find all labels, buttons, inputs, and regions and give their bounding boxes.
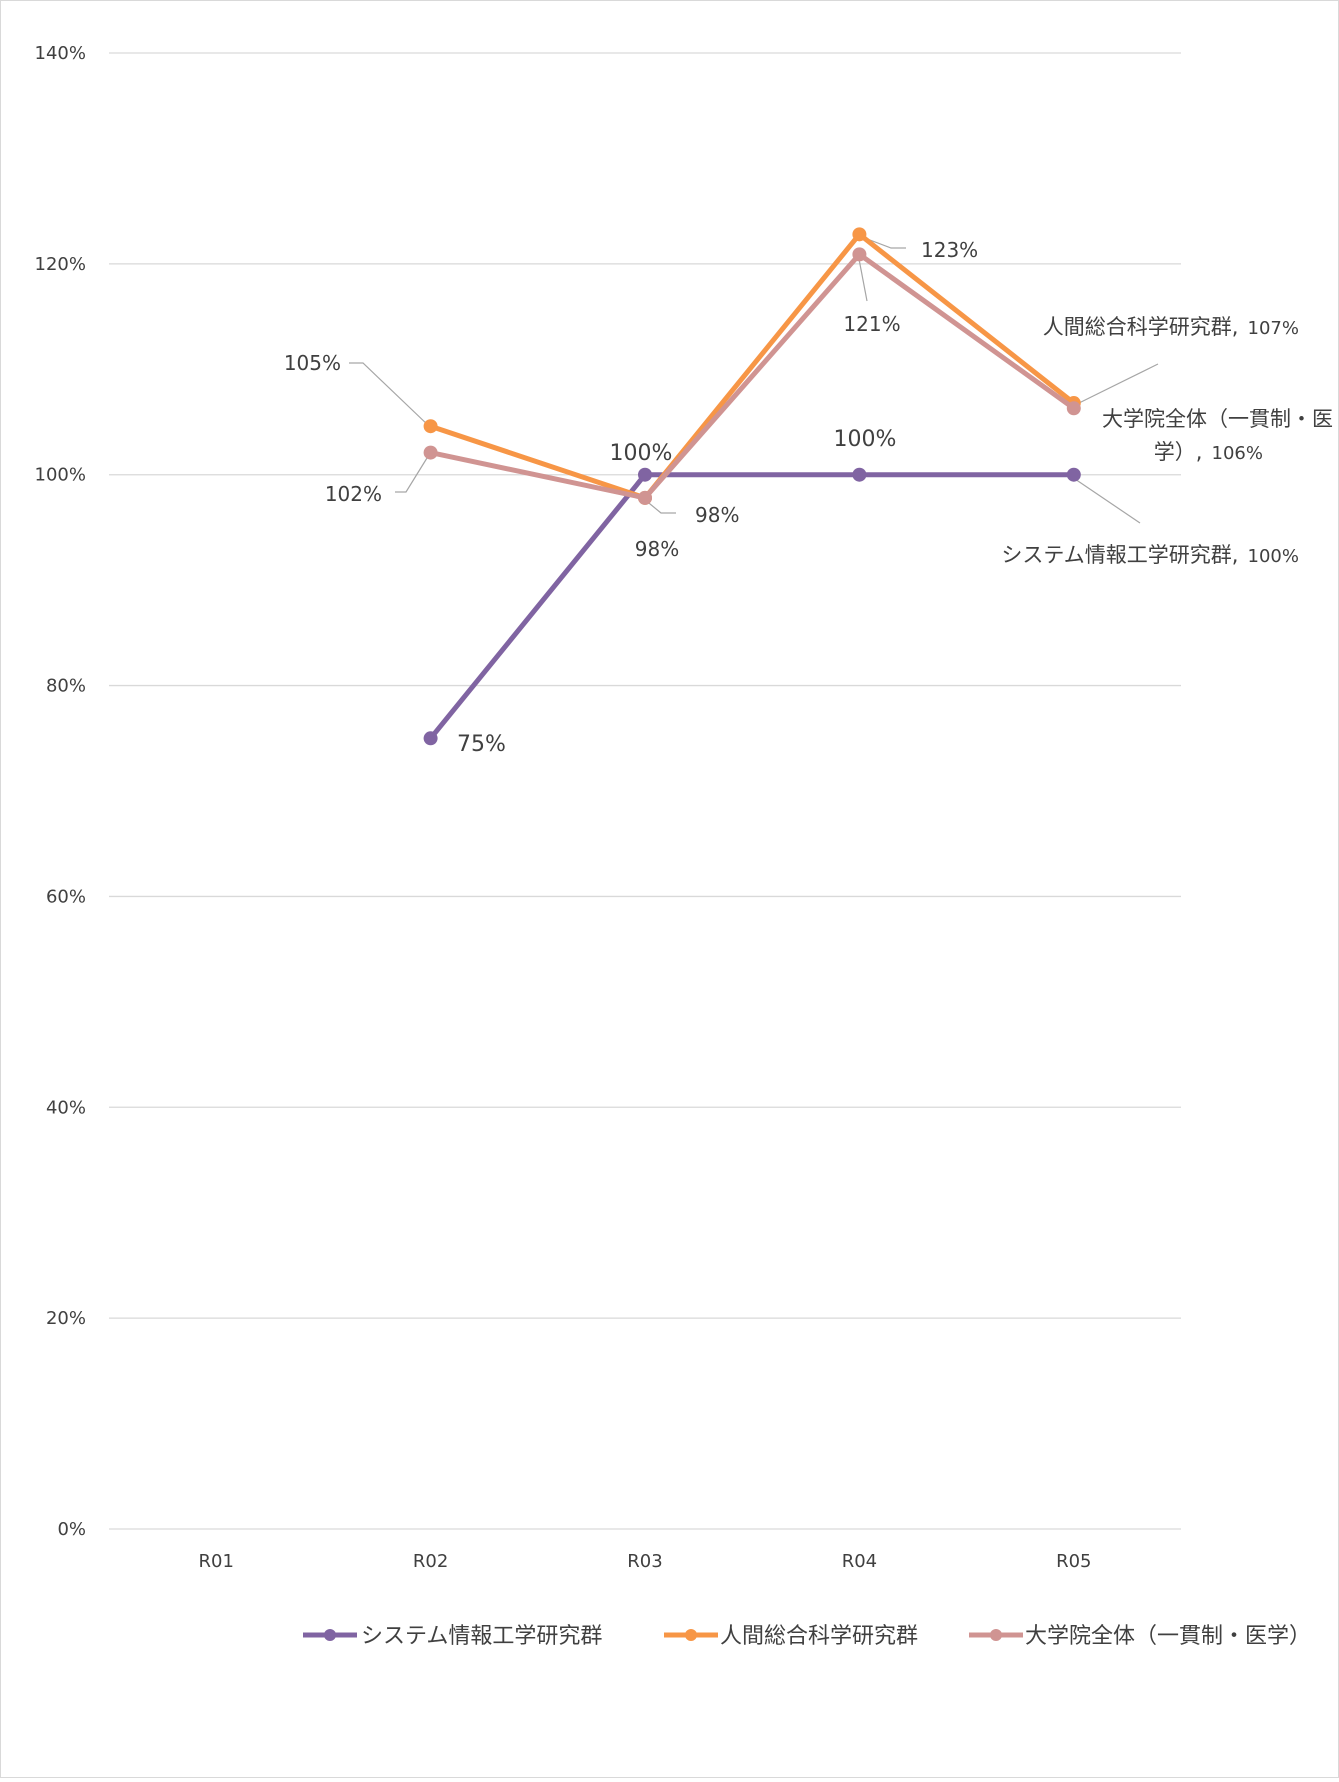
legend-label: システム情報工学研究群 [361, 1624, 602, 1649]
series-line [428, 231, 1077, 501]
legend-swatch-marker [324, 1629, 336, 1641]
x-tick-label: R01 [198, 1551, 233, 1572]
data-label: 75% [457, 732, 506, 757]
leader-line [858, 258, 868, 302]
data-label: 123% [921, 238, 978, 262]
data-point [638, 467, 652, 482]
x-tick-label: R05 [1056, 1551, 1091, 1572]
data-label: 人間総合科学研究群, 107% [1043, 315, 1299, 339]
data-point [852, 247, 867, 262]
y-axis-ticks: 0% 20% 40% 60% 80% 100% 120% 140% [35, 43, 86, 1540]
data-point [423, 419, 438, 434]
y-tick-label: 20% [46, 1308, 86, 1329]
y-tick-label: 140% [35, 43, 86, 64]
gridlines [109, 52, 1181, 1530]
series [423, 227, 1081, 505]
data-label: 100% [834, 427, 897, 452]
data-labels: 105% 102% 75% 100% 98% 98% 100% 123% 121… [284, 238, 1333, 757]
legend: システム情報工学研究群 人間総合科学研究群 大学院全体（一貫制・医学） [303, 1624, 1311, 1649]
legend-swatch-marker [990, 1629, 1002, 1641]
series [423, 247, 1081, 505]
data-point [423, 731, 438, 746]
data-point [1066, 401, 1081, 416]
legend-label: 大学院全体（一貫制・医学） [1025, 1624, 1311, 1649]
data-label: 大学院全体（一貫制・医 [1102, 407, 1333, 431]
series-line [428, 472, 1077, 741]
data-label: 98% [695, 503, 739, 527]
y-tick-label: 80% [46, 676, 86, 697]
leader-line [395, 457, 428, 493]
data-point [423, 445, 438, 460]
data-label: 102% [325, 482, 382, 506]
leader-line [861, 236, 906, 249]
x-tick-label: R04 [842, 1551, 877, 1572]
y-tick-label: 60% [46, 886, 86, 907]
data-label: 105% [284, 351, 341, 375]
x-axis-ticks: R01 R02 R03 R04 R05 [198, 1551, 1091, 1572]
data-point [852, 467, 867, 482]
y-tick-label: 120% [35, 254, 86, 275]
leader-line [1074, 363, 1159, 406]
leader-line [1074, 478, 1141, 524]
data-label: 100% [610, 441, 673, 466]
series-lines [423, 227, 1081, 746]
legend-item: 人間総合科学研究群 [664, 1624, 918, 1649]
y-tick-label: 100% [35, 465, 86, 486]
data-label: システム情報工学研究群, 100% [1001, 543, 1299, 567]
leader-line [349, 362, 431, 428]
data-label: 98% [635, 537, 679, 561]
data-label: 学）, 106% [1154, 440, 1263, 464]
x-tick-label: R03 [627, 1551, 662, 1572]
y-tick-label: 40% [46, 1097, 86, 1118]
data-label: 121% [843, 312, 900, 336]
x-tick-label: R02 [413, 1551, 448, 1572]
legend-item: システム情報工学研究群 [303, 1624, 602, 1649]
data-point [1066, 467, 1081, 482]
legend-item: 大学院全体（一貫制・医学） [969, 1624, 1311, 1649]
series [423, 467, 1081, 746]
data-point [852, 227, 867, 242]
legend-swatch-marker [685, 1629, 697, 1641]
legend-label: 人間総合科学研究群 [720, 1624, 918, 1649]
data-point [638, 490, 652, 505]
label-leader-lines [349, 236, 1159, 524]
series-line [428, 251, 1077, 501]
leader-line [643, 498, 676, 514]
y-tick-label: 0% [57, 1519, 86, 1540]
